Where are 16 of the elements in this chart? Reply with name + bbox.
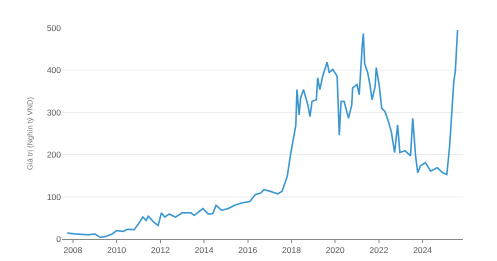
- x-tick-label: 2016: [238, 245, 258, 256]
- line-series: [66, 29, 458, 238]
- x-tick-label: 2012: [150, 245, 170, 256]
- x-tick-label: 2014: [194, 245, 214, 256]
- x-tick-label: 2020: [326, 245, 345, 256]
- x-tick-label: 2008: [63, 245, 83, 256]
- x-tick-label: 2022: [369, 245, 389, 256]
- x-tick-label: 2024: [413, 245, 432, 256]
- y-tick-label: 500: [46, 22, 62, 33]
- y-tick-label: 200: [46, 150, 62, 160]
- x-tick-label: 2018: [282, 245, 302, 256]
- x-tick-label: 2010: [107, 245, 126, 256]
- y-tick-label: 300: [46, 107, 62, 118]
- y-tick-label: 400: [46, 65, 62, 76]
- y-tick-label: 0: [56, 234, 62, 244]
- y-tick-label: 100: [46, 192, 62, 202]
